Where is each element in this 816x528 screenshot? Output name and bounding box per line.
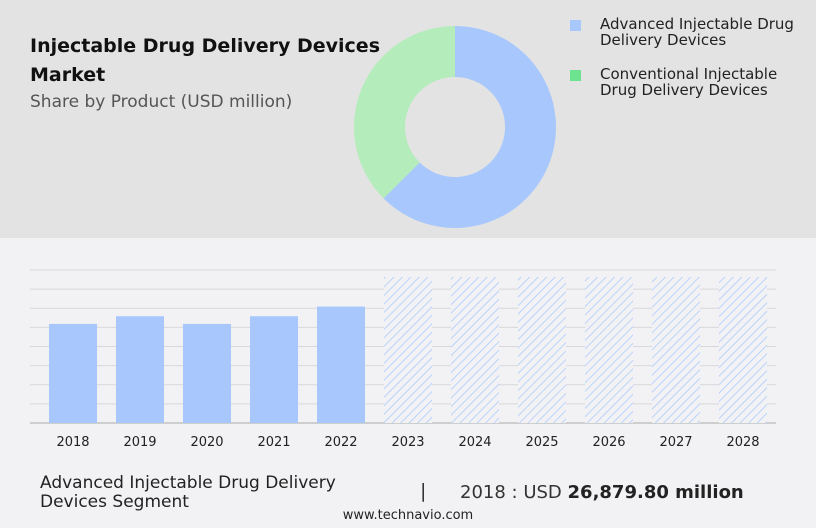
x-tick-label: 2019: [123, 435, 156, 450]
legend-item-conventional: Conventional Injectable Drug Delivery De…: [570, 66, 816, 100]
bar-2020: [183, 323, 231, 423]
bar-2018: [49, 323, 97, 423]
legend-swatch: [570, 20, 581, 31]
legend-label: Advanced Injectable Drug Delivery Device…: [600, 15, 794, 49]
segment-label: Advanced Injectable Drug Delivery Device…: [40, 473, 336, 512]
page-subtitle: Share by Product (USD million): [30, 92, 293, 112]
year-label: 2018 : USD: [460, 482, 562, 503]
x-tick-label: 2028: [726, 435, 759, 450]
x-tick-label: 2026: [592, 435, 625, 450]
separator: |: [420, 480, 427, 502]
page-title: Injectable Drug Delivery Devices Market: [30, 35, 380, 86]
legend-label: Conventional Injectable Drug Delivery De…: [600, 65, 778, 99]
forecast-bar-2025: [518, 277, 566, 423]
donut-slice: [383, 26, 556, 228]
forecast-bar-2026: [585, 277, 633, 423]
x-tick-label: 2018: [56, 435, 89, 450]
x-tick-label: 2023: [391, 435, 424, 450]
donut-chart: [353, 26, 556, 228]
forecast-bar-2024: [451, 277, 499, 423]
value-text: 26,879.80 million: [567, 482, 744, 503]
source-url: www.technavio.com: [342, 508, 474, 523]
legend-item-advanced: Advanced Injectable Drug Delivery Device…: [570, 16, 816, 50]
forecast-bar-2028: [719, 277, 767, 423]
forecast-bar-2027: [652, 277, 700, 423]
bar-2022: [317, 306, 365, 423]
bar-chart: 2018 2019 2020 2021 2022 2023 2024 2025 2026 2027…: [49, 277, 767, 450]
forecast-bar-2023: [384, 277, 432, 423]
x-tick-label: 2022: [324, 435, 357, 450]
bar-2019: [116, 316, 164, 423]
x-tick-label: 2021: [257, 435, 290, 450]
x-tick-label: 2027: [659, 435, 692, 450]
bar-2021: [250, 316, 298, 423]
x-tick-label: 2020: [190, 435, 223, 450]
x-tick-label: 2024: [458, 435, 491, 450]
segment-value: 2018 : USD 26,879.80 million: [460, 482, 744, 503]
legend-swatch: [570, 70, 581, 81]
donut-slice: [353, 26, 455, 199]
x-tick-label: 2025: [525, 435, 558, 450]
